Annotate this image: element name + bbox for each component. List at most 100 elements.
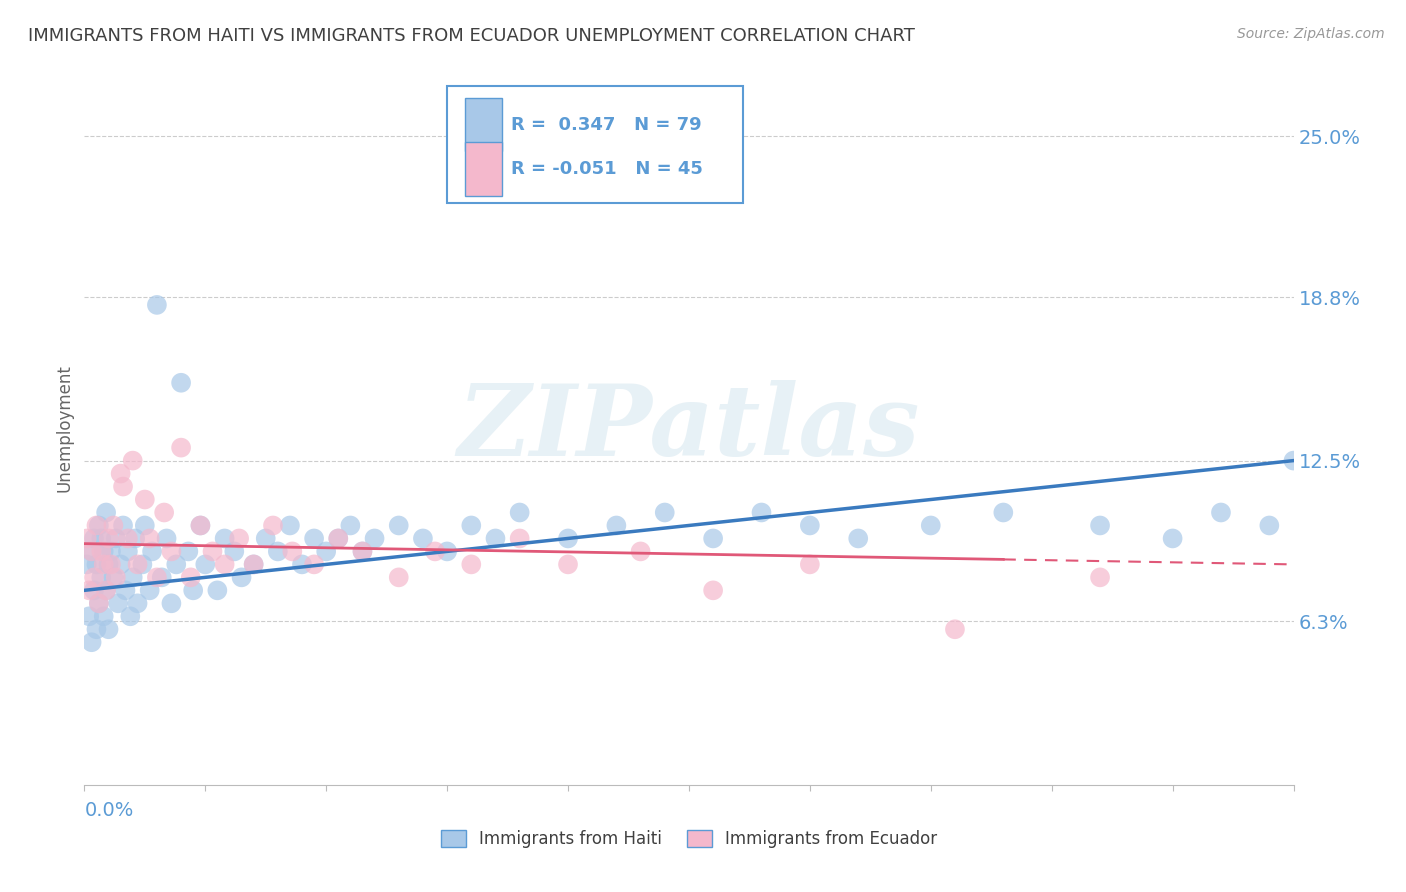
Point (107, 596, 129, 610)
Point (630, 544, 652, 558)
Point (460, 518, 482, 533)
Point (302, 558, 325, 572)
Text: IMMIGRANTS FROM HAITI VS IMMIGRANTS FROM ECUADOR UNEMPLOYMENT CORRELATION CHART: IMMIGRANTS FROM HAITI VS IMMIGRANTS FROM… (28, 27, 915, 45)
Point (110, 467, 132, 481)
Point (153, 506, 176, 520)
Point (920, 518, 942, 533)
Point (214, 532, 236, 546)
Point (605, 518, 627, 533)
Point (291, 558, 314, 572)
Point (1161, 532, 1184, 546)
Point (117, 532, 139, 546)
Point (557, 532, 579, 546)
Point (328, 532, 350, 546)
Point (94, 583, 117, 598)
Point (155, 532, 177, 546)
Point (97, 622, 120, 636)
Point (302, 532, 325, 546)
Point (267, 544, 290, 558)
Point (388, 570, 411, 584)
Point (90, 570, 112, 584)
Point (104, 532, 127, 546)
Point (86, 622, 108, 636)
Point (160, 544, 183, 558)
Point (1282, 453, 1305, 467)
Point (93, 609, 115, 624)
Point (702, 532, 724, 546)
Point (114, 583, 136, 598)
Point (134, 492, 156, 507)
Point (412, 532, 434, 546)
Point (86, 518, 108, 533)
Point (141, 544, 163, 558)
Text: 0.0%: 0.0% (84, 801, 134, 820)
Point (112, 518, 135, 533)
Point (83, 532, 105, 546)
Point (100, 544, 122, 558)
Point (799, 558, 821, 572)
Point (228, 532, 250, 546)
Text: ZIPatlas: ZIPatlas (458, 380, 920, 476)
Point (127, 558, 149, 572)
Point (103, 518, 125, 533)
Point (224, 544, 246, 558)
Point (138, 532, 160, 546)
Point (363, 532, 385, 546)
Point (97, 532, 120, 546)
Point (86, 558, 108, 572)
Point (388, 518, 411, 533)
Point (131, 558, 153, 572)
Point (190, 518, 212, 533)
Point (509, 506, 531, 520)
Point (76, 558, 98, 572)
Point (150, 570, 173, 584)
Point (112, 479, 135, 493)
Text: R = -0.051   N = 45: R = -0.051 N = 45 (512, 160, 703, 178)
Point (352, 544, 374, 558)
Point (83, 583, 105, 598)
Point (180, 570, 202, 584)
Point (509, 532, 531, 546)
Point (207, 583, 229, 598)
Y-axis label: Unemployment: Unemployment (55, 364, 73, 492)
Point (138, 583, 160, 598)
Legend: Immigrants from Haiti, Immigrants from Ecuador: Immigrants from Haiti, Immigrants from E… (434, 823, 943, 855)
Point (134, 518, 156, 533)
Point (87, 596, 110, 610)
Point (94, 506, 117, 520)
FancyBboxPatch shape (465, 98, 502, 152)
Point (77, 583, 100, 598)
Point (846, 532, 869, 546)
Point (214, 558, 236, 572)
Point (1209, 506, 1232, 520)
Point (121, 570, 143, 584)
Point (121, 453, 143, 467)
Point (87, 518, 110, 533)
Point (83, 570, 105, 584)
Point (146, 298, 169, 312)
Point (201, 544, 224, 558)
Point (993, 506, 1015, 520)
Point (194, 558, 217, 572)
Point (177, 544, 200, 558)
Point (93, 558, 115, 572)
Point (146, 570, 169, 584)
Point (170, 441, 193, 455)
Point (943, 622, 966, 636)
Point (262, 518, 284, 533)
Point (80, 635, 103, 649)
Point (315, 544, 337, 558)
Point (120, 609, 142, 624)
Point (484, 532, 506, 546)
Text: R =  0.347   N = 79: R = 0.347 N = 79 (512, 116, 702, 134)
Point (328, 532, 350, 546)
Point (190, 518, 212, 533)
Point (127, 596, 149, 610)
Point (160, 596, 183, 610)
Point (77, 609, 100, 624)
Point (352, 544, 374, 558)
Point (278, 518, 301, 533)
Point (103, 570, 125, 584)
Point (281, 544, 304, 558)
Point (799, 518, 821, 533)
